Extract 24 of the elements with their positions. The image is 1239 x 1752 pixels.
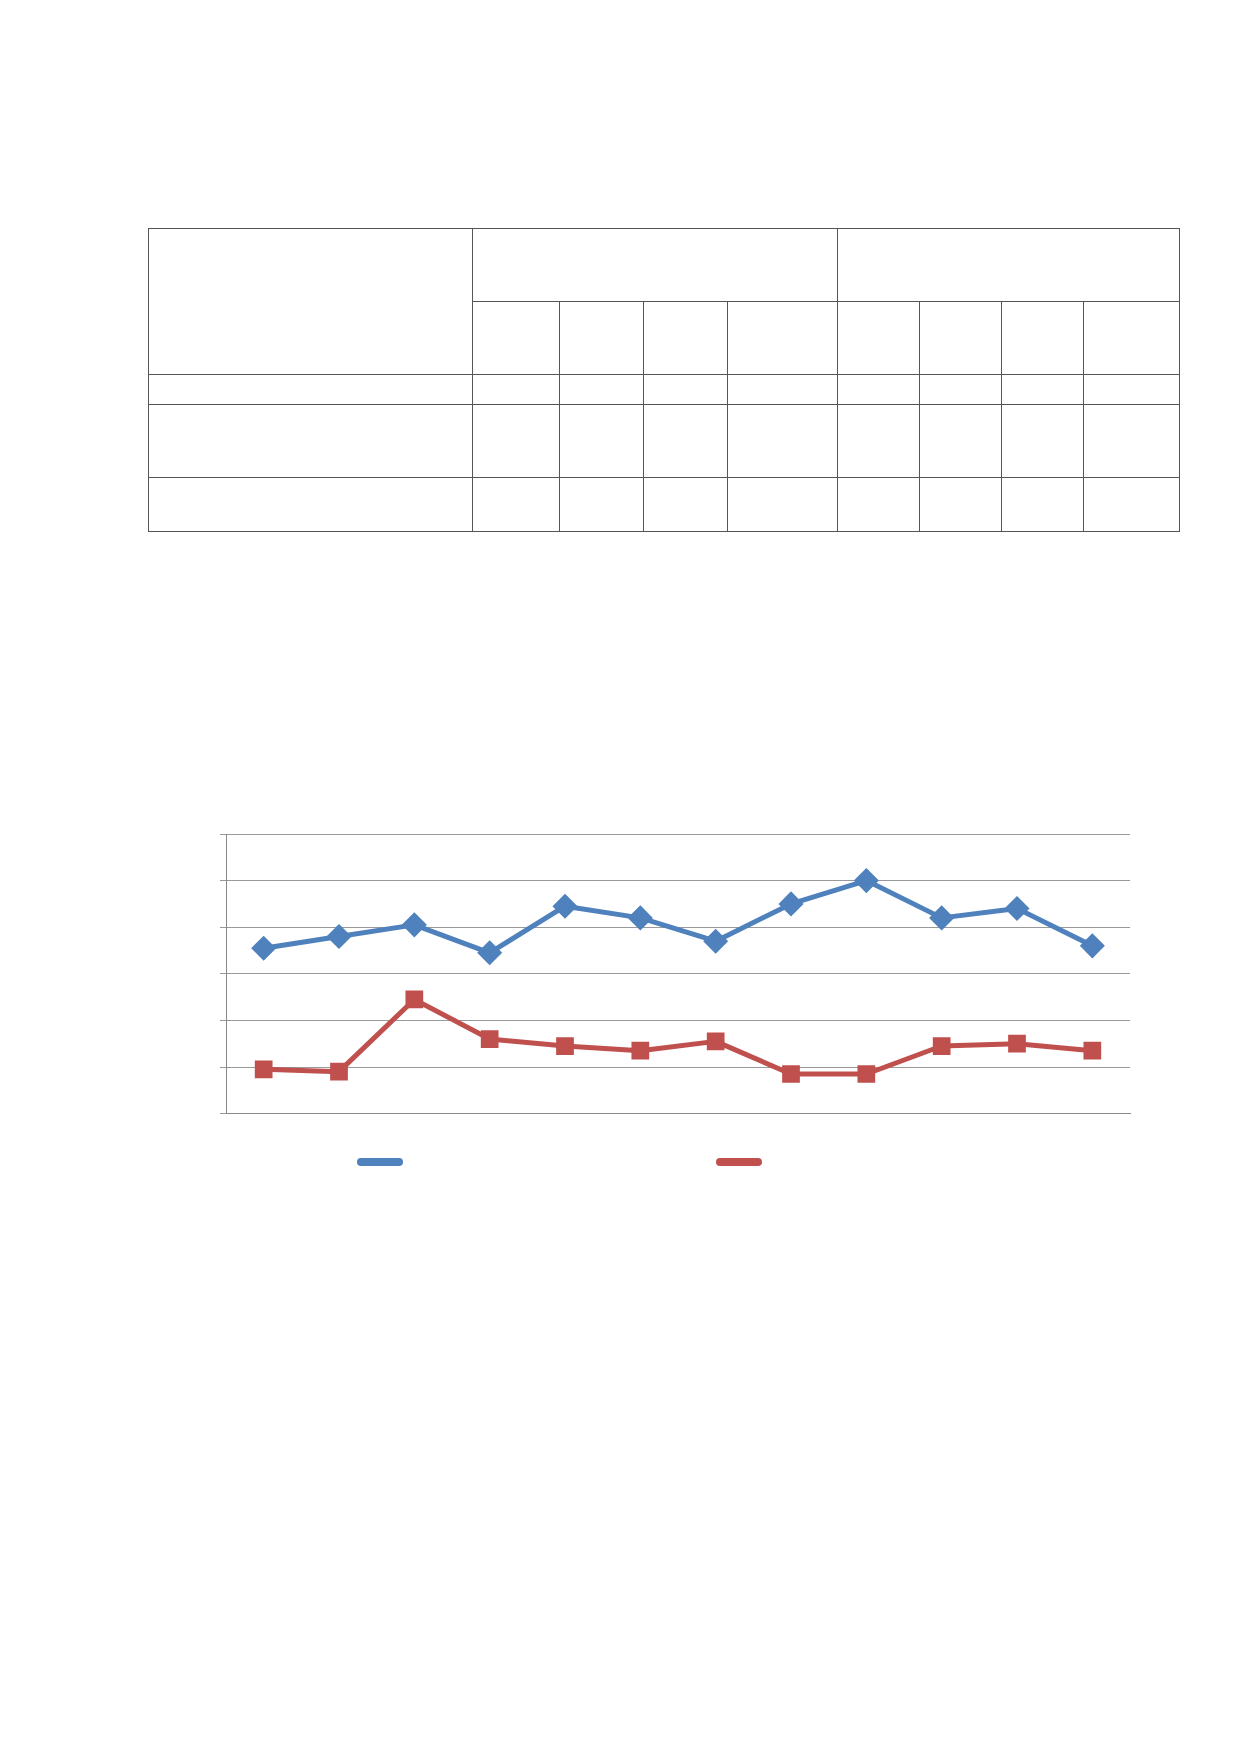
point xyxy=(854,869,878,893)
point xyxy=(779,892,803,916)
point xyxy=(932,1037,951,1055)
point xyxy=(1008,1034,1026,1053)
point xyxy=(252,936,276,960)
point xyxy=(628,906,652,930)
point xyxy=(553,894,577,918)
point xyxy=(327,925,351,949)
point xyxy=(402,913,426,937)
point xyxy=(631,1041,650,1060)
point xyxy=(556,1037,574,1055)
point xyxy=(706,1032,725,1051)
point xyxy=(405,990,424,1009)
point xyxy=(254,1060,273,1079)
point xyxy=(782,1065,800,1083)
point xyxy=(704,929,728,953)
point xyxy=(480,1030,499,1048)
point xyxy=(330,1062,348,1081)
point xyxy=(930,906,954,930)
point xyxy=(1005,897,1029,921)
point xyxy=(857,1065,876,1083)
point xyxy=(1080,934,1104,958)
point xyxy=(1083,1041,1102,1060)
point xyxy=(478,941,502,965)
